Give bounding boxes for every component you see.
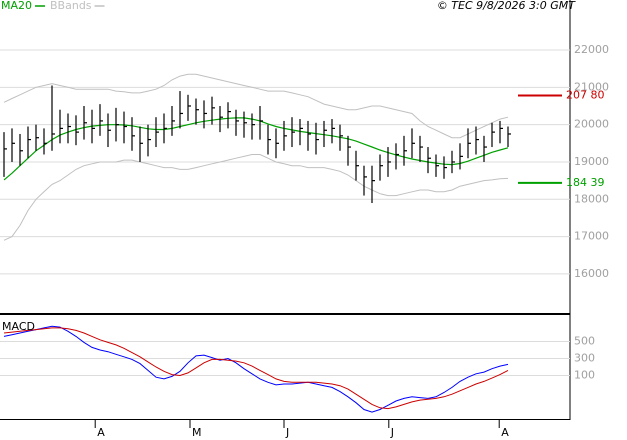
y-tick-label: 22000 [574,43,609,56]
y-tick-label: 21000 [574,80,609,93]
y-tick-label: 18000 [574,192,609,205]
band-line [3,154,509,241]
y-tick-label: 100 [574,369,595,382]
x-tick-label: J [390,426,394,439]
macd-line [3,325,509,413]
y-tick-label: 500 [574,335,595,348]
source: © TEC 9/8/2026 3:0 GMT [437,0,576,12]
level-label: 207 80 [566,89,605,102]
x-tick-label: M [192,426,202,439]
x-tick-label: A [501,426,509,439]
legend-label: BBands [50,0,92,12]
panel-title: MACD [2,320,35,333]
y-tick-label: 19000 [574,155,609,168]
x-tick-label: A [97,426,105,439]
y-tick-label: 20000 [574,118,609,131]
x-tick-label: J [285,426,289,439]
y-tick-label: 16000 [574,267,609,280]
level-label: 184 39 [566,176,605,189]
y-tick-label: 300 [574,352,595,365]
legend-label: MA20 [1,0,32,12]
y-tick-label: 17000 [574,230,609,243]
ma-line [3,117,509,181]
band-line [3,73,509,139]
macd-line [3,327,509,410]
